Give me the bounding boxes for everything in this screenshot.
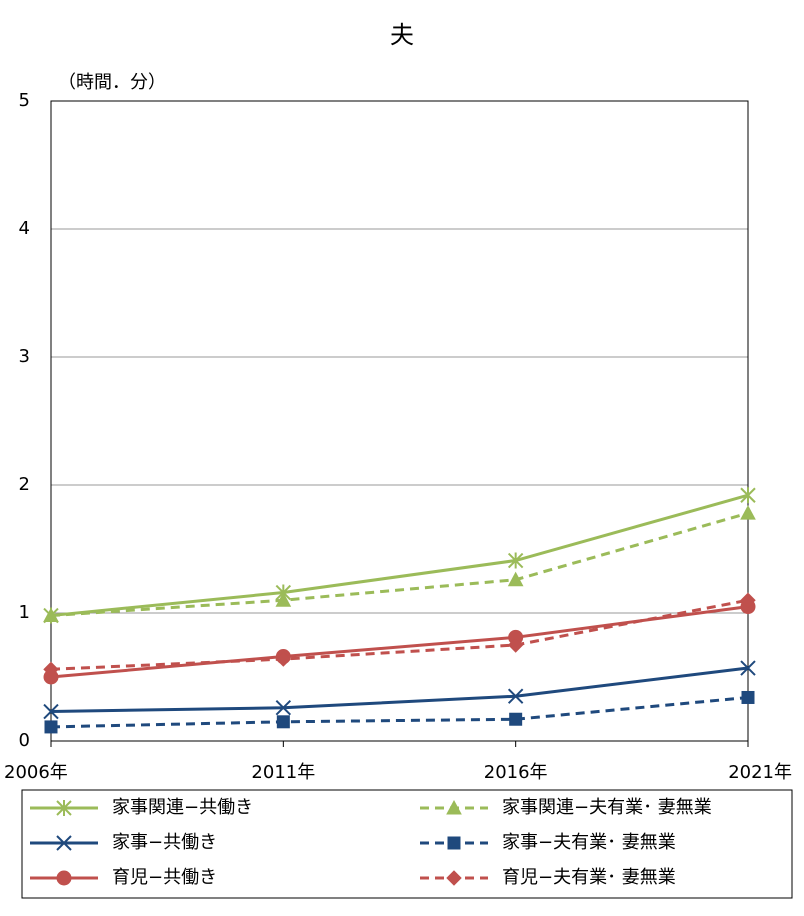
y-tick-label: 2 [19,474,30,495]
x-tick-label: 2016年 [484,762,548,783]
x-tick-label: 2006年 [4,762,68,783]
series-line [50,666,749,714]
legend-marker [56,835,72,851]
y-tick-label: 3 [19,346,30,367]
legend-label: 家事−夫有業･ 妻無業 [502,832,676,853]
x-tick-label: 2021年 [728,762,792,783]
series-line [50,493,749,618]
marker [43,661,59,678]
marker [275,592,292,607]
legend-marker [56,870,72,886]
marker [741,690,755,704]
y-tick-label: 5 [19,90,30,111]
marker [740,660,756,676]
legend-label: 家事関連−夫有業･ 妻無業 [502,797,712,818]
series-line [50,598,749,671]
legend-box [21,789,793,899]
legend-label: 家事関連−共働き [112,797,253,818]
x-tick-label: 2011年 [251,762,315,783]
series-line [50,605,749,679]
marker [507,552,524,569]
marker [43,703,59,720]
series-line [50,695,749,729]
marker [507,637,524,653]
chart-title: 夫 [390,21,414,49]
marker [275,651,292,667]
marker [275,700,292,716]
legend-marker [447,836,461,850]
y-axis-label: （時間．分） [58,72,166,93]
plot-border [50,100,749,742]
legend-label: 育児−共働き [112,867,217,888]
legend-marker [56,800,72,816]
y-tick-label: 4 [19,218,30,239]
marker [44,720,58,734]
marker [43,607,59,623]
marker [740,592,756,608]
marker [509,712,523,726]
marker [507,571,524,587]
legend-label: 家事−共働き [112,832,217,853]
y-tick-label: 0 [19,730,30,751]
y-tick-label: 1 [19,602,30,623]
legend-marker [446,799,462,815]
marker [740,487,756,504]
series-line [50,511,749,618]
marker [740,505,756,520]
marker [507,688,524,704]
legend-marker [446,870,462,886]
marker [276,715,290,729]
legend-label: 育児−夫有業･ 妻無業 [502,867,676,888]
